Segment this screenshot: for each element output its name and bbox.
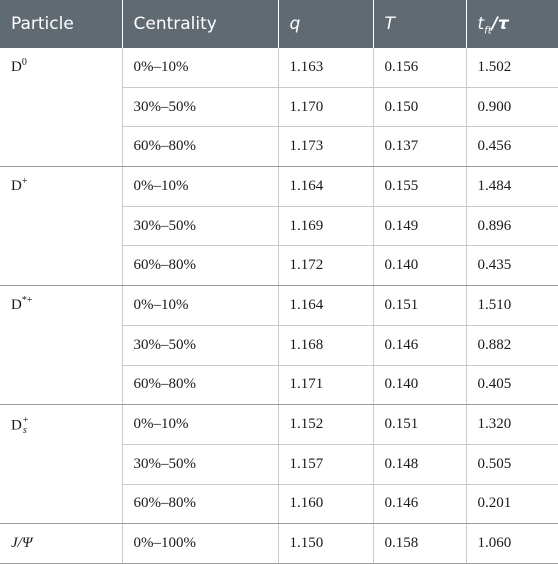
centrality-cell: 60%–80%	[121, 484, 278, 525]
particle-dstar-cell: D*+	[0, 285, 122, 406]
particle-ds-sub: s	[22, 425, 27, 437]
q-cell: 1.173	[277, 126, 373, 168]
particle-jpsi-label: J/Ψ	[11, 535, 33, 552]
particle-d0-base: D	[11, 59, 22, 75]
centrality-cell: 0%–10%	[121, 404, 278, 445]
centrality-cell: 0%–100%	[121, 523, 278, 564]
q-cell: 1.169	[277, 206, 373, 247]
header-row: Particle Centrality q T tft/τ	[0, 0, 558, 48]
ratio-cell: 0.896	[465, 206, 558, 247]
ratio-cell: 0.900	[465, 87, 558, 128]
t-cell: 0.156	[372, 48, 466, 88]
centrality-cell: 30%–50%	[121, 206, 278, 247]
table-row: 60%–80% 1.160 0.146 0.201	[0, 484, 558, 525]
ratio-cell: 0.505	[465, 444, 558, 485]
t-cell: 0.140	[372, 365, 466, 406]
q-cell: 1.150	[277, 523, 373, 564]
centrality-cell: 60%–80%	[121, 126, 278, 168]
t-cell: 0.151	[372, 285, 466, 326]
particle-dplus-cell: D+	[0, 166, 122, 287]
header-q-label: q	[289, 14, 301, 34]
ratio-cell: 1.320	[465, 404, 558, 445]
centrality-cell: 30%–50%	[121, 87, 278, 128]
table-row: 60%–80% 1.172 0.140 0.435	[0, 245, 558, 287]
t-cell: 0.149	[372, 206, 466, 247]
table-row: D*+ 0%–10% 1.164 0.151 1.510	[0, 285, 558, 406]
particle-dstar-sup: *+	[21, 295, 33, 307]
particle-jpsi-cell: J/Ψ	[0, 523, 122, 564]
header-tft-t: t	[477, 14, 485, 34]
centrality-cell: 60%–80%	[121, 245, 278, 287]
particle-dplus-sup: +	[21, 176, 28, 188]
table-row: D + s 0%–10% 1.152 0.151 1.320	[0, 404, 558, 525]
q-cell: 1.170	[277, 87, 373, 128]
q-cell: 1.163	[277, 48, 373, 88]
table-row: 30%–50% 1.168 0.146 0.882	[0, 325, 558, 366]
particle-dstar-base: D	[11, 297, 22, 314]
q-cell: 1.160	[277, 484, 373, 525]
table-row: 60%–80% 1.173 0.137 0.456	[0, 126, 558, 168]
header-t-label: T	[384, 14, 395, 34]
table-row: 60%–80% 1.171 0.140 0.405	[0, 365, 558, 406]
t-cell: 0.155	[372, 166, 466, 207]
q-cell: 1.164	[277, 285, 373, 326]
centrality-cell: 0%–10%	[121, 166, 278, 207]
q-cell: 1.168	[277, 325, 373, 366]
q-cell: 1.172	[277, 245, 373, 287]
header-tft-tau-part: /τ	[491, 14, 509, 34]
t-cell: 0.158	[372, 523, 466, 564]
table-row: D0 0%–10% 1.163 0.156 1.502	[0, 48, 558, 168]
t-cell: 0.150	[372, 87, 466, 128]
table-row: 30%–50% 1.157 0.148 0.505	[0, 444, 558, 485]
t-cell: 0.146	[372, 325, 466, 366]
centrality-cell: 60%–80%	[121, 365, 278, 406]
centrality-cell: 30%–50%	[121, 325, 278, 366]
centrality-cell: 0%–10%	[121, 285, 278, 326]
header-tft-sub: ft	[484, 25, 492, 37]
particle-ds-sup: +	[22, 415, 29, 427]
t-cell: 0.146	[372, 484, 466, 525]
ratio-cell: 1.484	[465, 166, 558, 207]
t-cell: 0.140	[372, 245, 466, 287]
header-tft-tau: tft/τ	[465, 0, 558, 48]
ratio-cell: 0.201	[465, 484, 558, 525]
header-centrality: Centrality	[121, 0, 278, 48]
t-cell: 0.137	[372, 126, 466, 168]
particle-d0-sup: 0	[21, 57, 27, 68]
ratio-cell: 0.435	[465, 245, 558, 287]
particle-d0-cell: D0	[0, 48, 122, 168]
ratio-cell: 0.882	[465, 325, 558, 366]
q-cell: 1.164	[277, 166, 373, 207]
ratio-cell: 1.060	[465, 523, 558, 564]
table-row: J/Ψ 0%–100% 1.150 0.158 1.060	[0, 523, 558, 564]
q-cell: 1.152	[277, 404, 373, 445]
t-cell: 0.151	[372, 404, 466, 445]
ratio-cell: 1.510	[465, 285, 558, 326]
header-q: q	[277, 0, 373, 48]
particle-dplus-base: D	[11, 178, 22, 195]
table-row: 30%–50% 1.170 0.150 0.900	[0, 87, 558, 128]
header-particle: Particle	[0, 0, 122, 48]
particle-ds-cell: D + s	[0, 404, 122, 525]
ratio-cell: 1.502	[465, 48, 558, 88]
q-cell: 1.171	[277, 365, 373, 406]
particle-ds-base: D	[11, 417, 22, 434]
centrality-cell: 30%–50%	[121, 444, 278, 485]
t-cell: 0.148	[372, 444, 466, 485]
table-row: 30%–50% 1.169 0.149 0.896	[0, 206, 558, 247]
centrality-cell: 0%–10%	[121, 48, 278, 88]
q-cell: 1.157	[277, 444, 373, 485]
ratio-cell: 0.456	[465, 126, 558, 168]
ratio-cell: 0.405	[465, 365, 558, 406]
table-row: D+ 0%–10% 1.164 0.155 1.484	[0, 166, 558, 287]
header-t: T	[372, 0, 466, 48]
